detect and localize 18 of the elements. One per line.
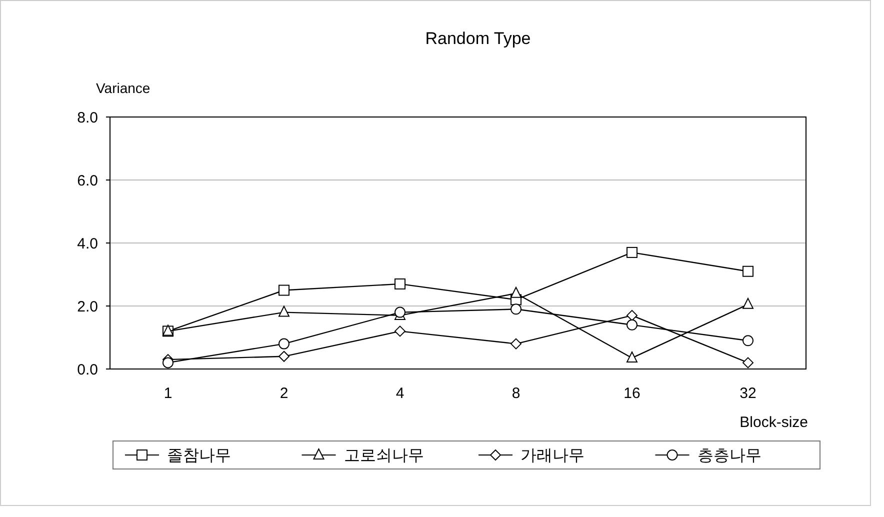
y-tick-label: 0.0: [77, 361, 98, 378]
x-tick-label: 1: [164, 385, 172, 402]
legend-label: 졸참나무: [167, 448, 231, 465]
y-axis-title: Variance: [96, 80, 150, 96]
y-tick-label: 2.0: [77, 298, 98, 316]
x-tick-label: 32: [740, 385, 756, 402]
legend-label: 층층나무: [697, 448, 762, 465]
y-tick-label: 4.0: [77, 235, 98, 252]
chart-title: Random Type: [425, 29, 531, 48]
x-tick-label: 8: [512, 385, 520, 402]
legend-label: 고로쇠나무: [344, 448, 424, 465]
x-axis-title: Block-size: [740, 414, 808, 431]
x-tick-label: 2: [280, 385, 288, 402]
x-tick-label: 4: [396, 385, 404, 402]
y-tick-label: 6.0: [77, 172, 98, 190]
legend-label: 가래나무: [520, 448, 584, 465]
y-tick-label: 8.0: [77, 109, 98, 126]
x-tick-label: 16: [624, 385, 640, 402]
